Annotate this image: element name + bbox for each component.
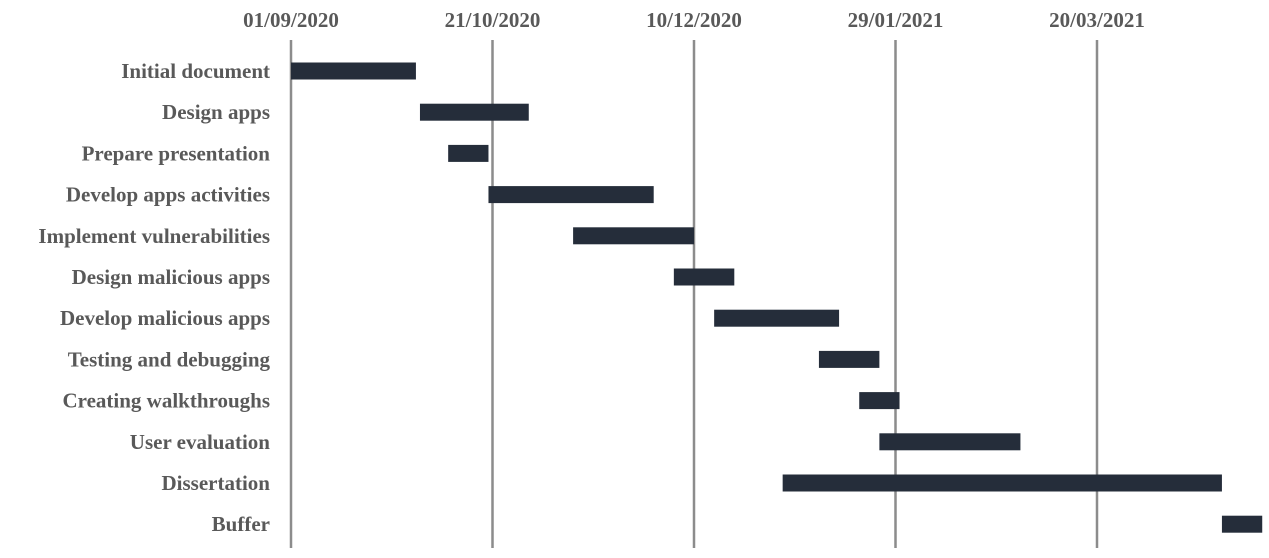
task-bar bbox=[291, 62, 416, 80]
task-bar bbox=[859, 392, 900, 410]
task-label: Initial document bbox=[121, 59, 270, 83]
task-label: Prepare presentation bbox=[82, 141, 271, 165]
x-tick-label: 21/10/2020 bbox=[445, 8, 541, 32]
task-bar bbox=[419, 103, 529, 121]
task-label: Design apps bbox=[162, 100, 270, 124]
x-tick-label: 29/01/2021 bbox=[848, 8, 944, 32]
task-bar bbox=[1221, 515, 1263, 533]
task-labels: Initial document Design apps Prepare prese… bbox=[38, 59, 270, 536]
task-label: Buffer bbox=[212, 512, 270, 536]
task-label: Design malicious apps bbox=[72, 265, 270, 289]
task-bar bbox=[673, 268, 735, 286]
task-bar bbox=[448, 144, 489, 162]
task-label: Implement vulnerabilities bbox=[38, 224, 270, 248]
task-bars bbox=[291, 62, 1263, 533]
x-tick-label: 20/03/2021 bbox=[1049, 8, 1145, 32]
task-label: Testing and debugging bbox=[68, 347, 271, 371]
task-bar bbox=[818, 350, 880, 368]
x-axis-tick-labels: 01/09/2020 21/10/2020 10/12/2020 29/01/2021… bbox=[243, 8, 1145, 32]
task-label: Dissertation bbox=[162, 471, 271, 495]
task-label: Develop malicious apps bbox=[60, 306, 270, 330]
x-tick-label: 01/09/2020 bbox=[243, 8, 339, 32]
task-bar bbox=[488, 186, 654, 204]
gridlines bbox=[289, 40, 1099, 548]
task-label: Creating walkthroughs bbox=[62, 389, 270, 413]
task-bar bbox=[879, 433, 1021, 451]
task-bar bbox=[573, 227, 694, 245]
task-label: User evaluation bbox=[130, 430, 271, 454]
task-label: Develop apps activities bbox=[66, 183, 270, 207]
task-bar bbox=[714, 309, 840, 327]
x-tick-label: 10/12/2020 bbox=[646, 8, 742, 32]
task-bar bbox=[782, 474, 1222, 492]
